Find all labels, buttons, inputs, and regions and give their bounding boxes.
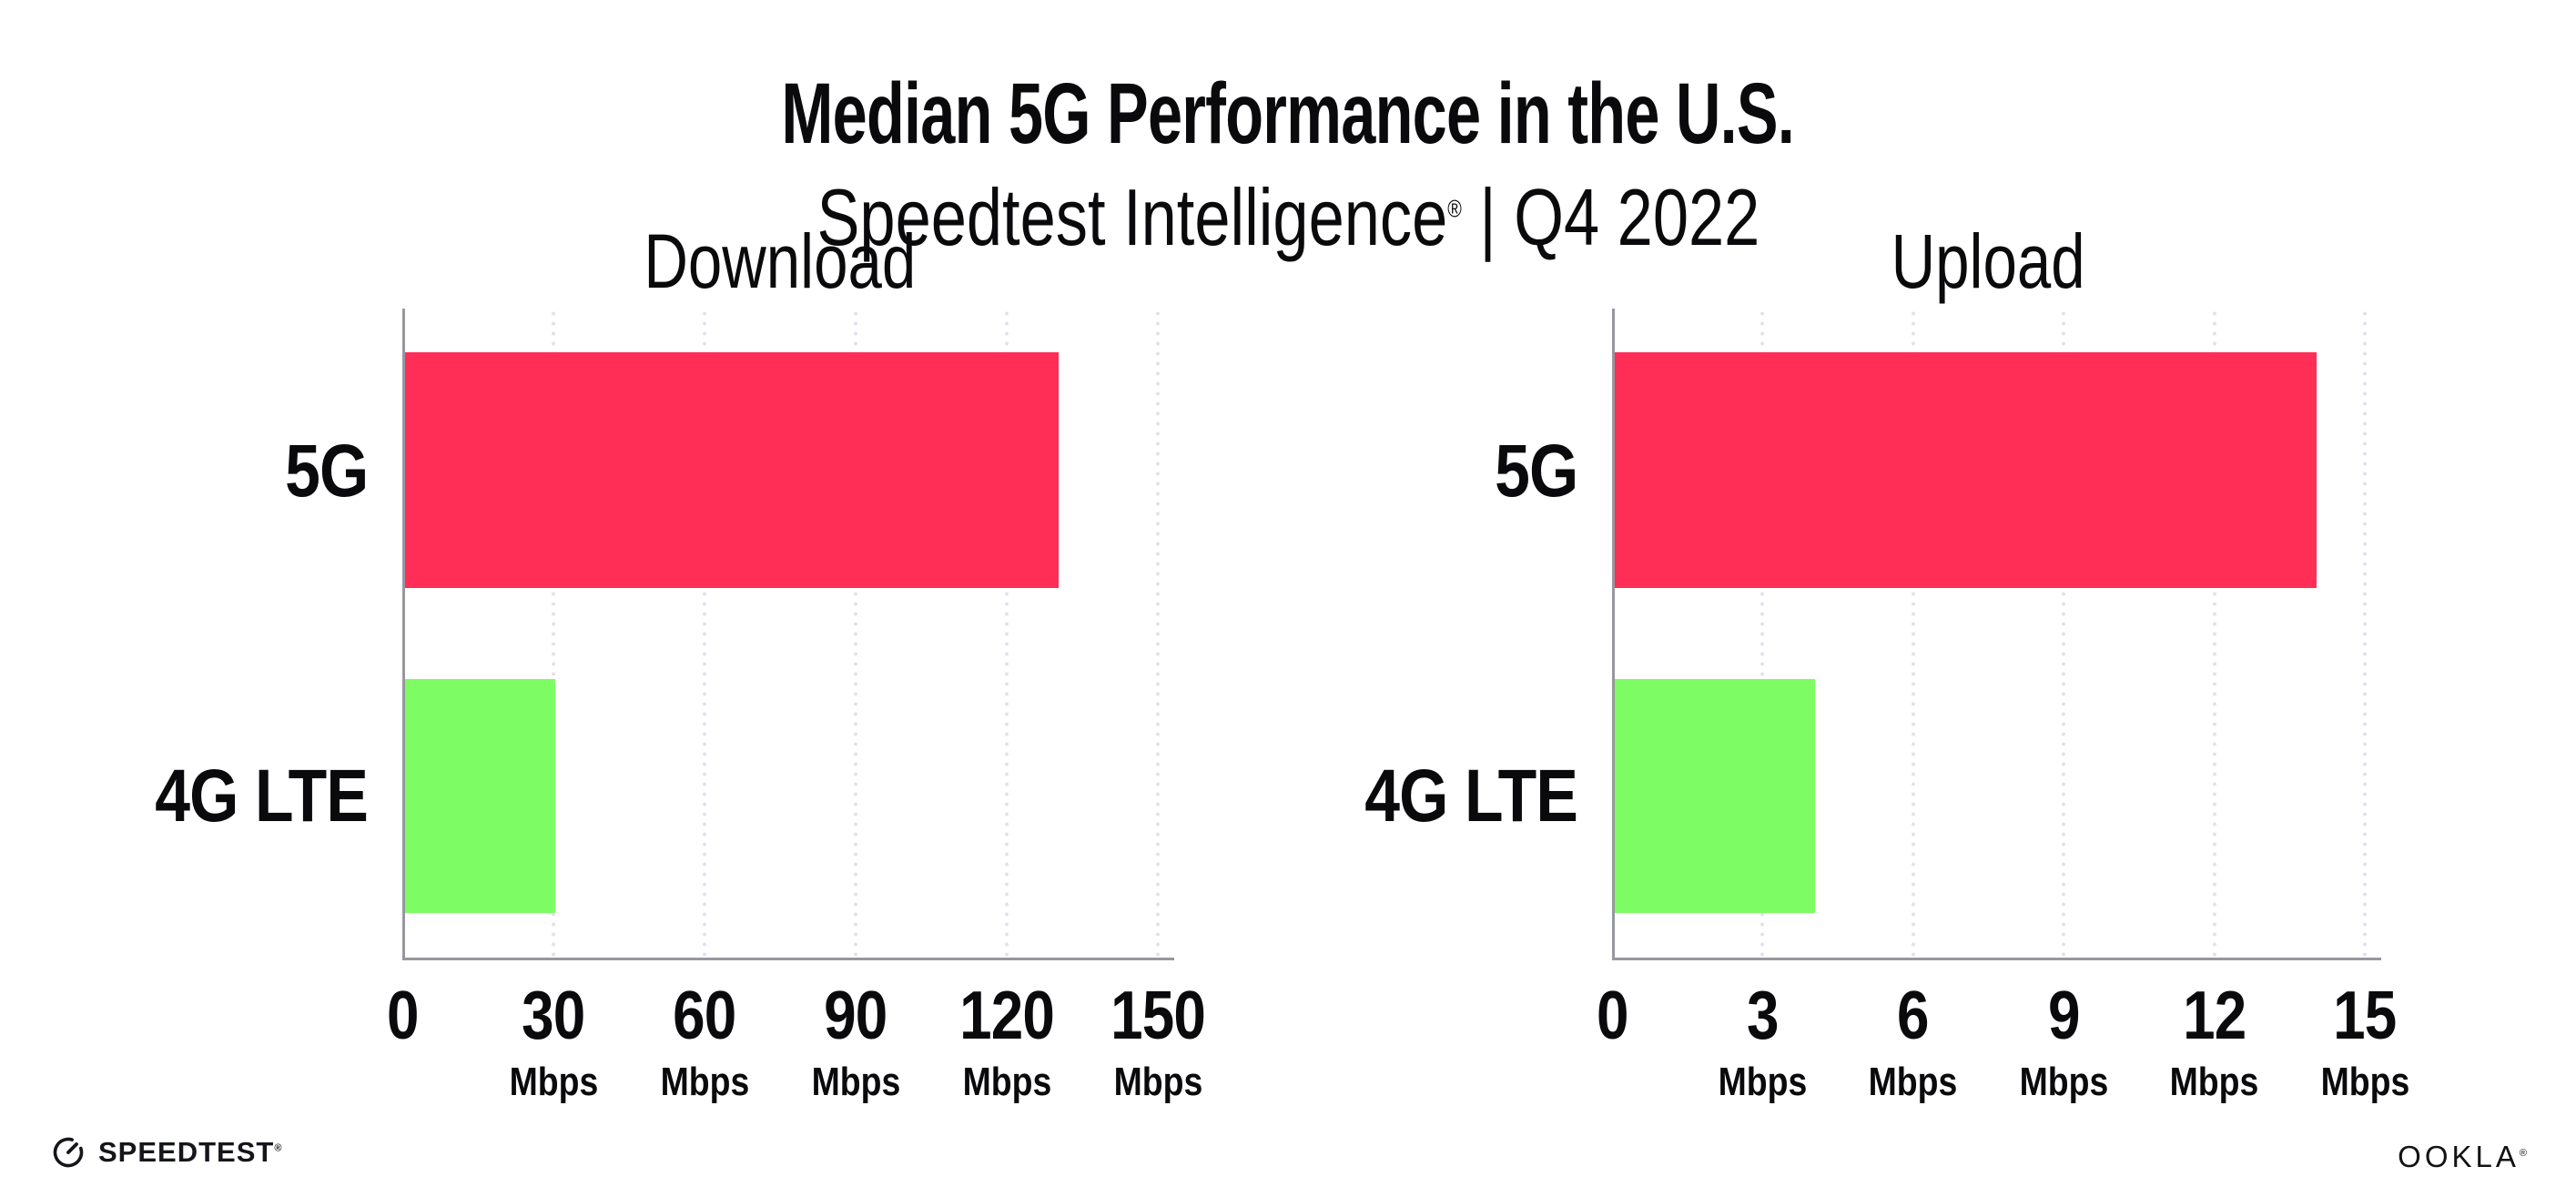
registered-mark: ® [2519, 1148, 2527, 1159]
upload-x-axis-ticks: 0 3 Mbps 6 Mbps 9 Mbps 12 Mbps 15 Mbps [1597, 977, 2409, 1109]
gauge-icon [50, 1134, 86, 1171]
bar-4g-lte-download [404, 678, 555, 913]
gridline [703, 309, 706, 959]
ookla-wordmark: OOKLA® [2398, 1140, 2527, 1173]
x-tick: 15 Mbps [2320, 977, 2409, 1104]
download-x-axis-ticks: 0 30 Mbps 60 Mbps 90 Mbps 120 Mbps 150 Mbps [387, 977, 1206, 1109]
x-tick: 60 Mbps [660, 977, 749, 1104]
registered-mark: ® [274, 1142, 283, 1154]
upload-chart-title: Upload [1891, 218, 2085, 304]
category-label-5g: 5G [1494, 429, 1578, 512]
gridline [2212, 309, 2216, 959]
category-label-4g-lte: 4G LTE [155, 754, 369, 837]
page-title: Median 5G Performance in the U.S. [781, 65, 1795, 162]
x-tick: 6 Mbps [1868, 977, 1958, 1104]
upload-plot-area [1612, 309, 2381, 960]
download-category-labels: 5G 4G LTE [55, 309, 369, 959]
registered-mark: ® [1446, 195, 1462, 223]
gridline [1911, 309, 1915, 959]
category-label-4g-lte: 4G LTE [1364, 754, 1578, 837]
gridline [854, 309, 857, 959]
subtitle-period: | Q4 2022 [1461, 172, 1760, 263]
x-tick: 9 Mbps [2019, 977, 2109, 1104]
bar-5g-upload [1614, 351, 2317, 588]
speedtest-wordmark: SPEEDTEST® [98, 1136, 283, 1168]
gridline [1005, 309, 1009, 959]
upload-category-labels: 5G 4G LTE [1264, 309, 1578, 959]
gridline [552, 309, 555, 959]
gridline [2363, 309, 2367, 959]
download-chart-title: Download [644, 218, 917, 304]
gridline [1156, 309, 1160, 959]
x-tick: 90 Mbps [811, 977, 900, 1104]
x-tick: 3 Mbps [1718, 977, 1808, 1104]
x-tick: 30 Mbps [509, 977, 598, 1104]
x-tick: 12 Mbps [2169, 977, 2259, 1104]
speedtest-logo: SPEEDTEST® [50, 1134, 282, 1171]
subtitle-brand: Speedtest Intelligence [816, 172, 1447, 263]
x-tick: 120 Mbps [959, 977, 1055, 1104]
bar-5g-download [404, 351, 1060, 588]
bar-4g-lte-upload [1614, 678, 1815, 913]
page-subtitle: Speedtest Intelligence® | Q4 2022 [0, 172, 2576, 263]
ookla-logo: OOKLA® [2398, 1140, 2527, 1174]
gridline [1760, 309, 1765, 959]
category-label-5g: 5G [284, 429, 369, 512]
gridline [2062, 309, 2066, 959]
x-tick: 150 Mbps [1111, 977, 1206, 1104]
x-tick: 0 [386, 977, 419, 1053]
x-tick: 0 [1596, 977, 1628, 1053]
download-plot-area [402, 309, 1174, 960]
